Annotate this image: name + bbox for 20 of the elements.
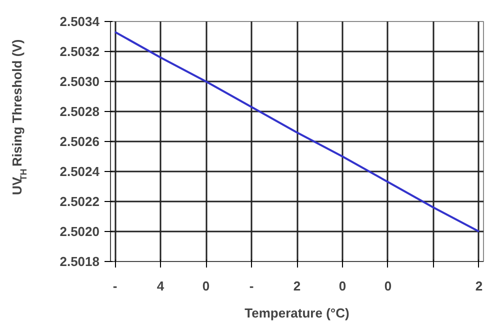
x-tick-label: 0 (202, 278, 210, 294)
y-tick-label: 2.5022 (60, 194, 100, 209)
x-tick-label: 4 (156, 278, 165, 294)
y-tick-label: 2.5024 (60, 164, 100, 179)
y-tick-label: 2.5028 (60, 104, 100, 119)
x-tick-label: 2 (293, 278, 301, 294)
x-tick-label: 0 (338, 278, 346, 294)
y-tick-label: 2.5020 (60, 224, 100, 239)
y-tick-label: 2.5034 (60, 14, 100, 29)
line-series (114, 31, 480, 232)
x-tick-label: - (249, 278, 254, 294)
y-tick-label: 2.5018 (60, 254, 100, 269)
y-tick-label: 2.5030 (60, 74, 100, 89)
y-axis-title: UVTH Rising Threshold (V) (10, 39, 28, 196)
y-tick-label: 2.5026 (60, 134, 100, 149)
x-axis-title: Temperature (°C) (244, 306, 350, 320)
x-tick-label: - (112, 278, 118, 294)
x-tick-label: 0 (384, 278, 392, 294)
x-tick-label: 2 (475, 278, 483, 294)
y-tick-label: 2.5032 (60, 44, 100, 59)
